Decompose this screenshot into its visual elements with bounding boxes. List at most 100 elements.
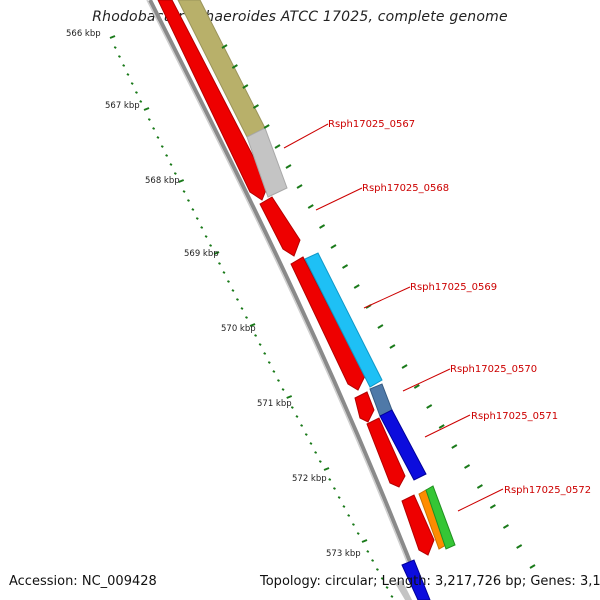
outer-tick xyxy=(489,504,496,509)
inner-tick xyxy=(290,406,294,409)
cds-feature[interactable] xyxy=(366,417,406,488)
cds-feature[interactable] xyxy=(354,391,375,423)
leader-line xyxy=(315,187,363,211)
cds-feature[interactable] xyxy=(259,196,301,257)
inner-tick xyxy=(309,442,313,445)
outer-tick xyxy=(242,84,249,89)
inner-tick xyxy=(356,532,360,535)
inner-tick xyxy=(130,82,134,85)
inner-tick xyxy=(342,505,346,508)
genome-backbone-inner xyxy=(146,0,423,600)
inner-tick xyxy=(187,199,190,202)
cds-feature[interactable] xyxy=(157,0,269,201)
outer-tick xyxy=(413,384,420,389)
inner-tick xyxy=(126,73,130,76)
outer-tick xyxy=(353,284,360,289)
inner-tick xyxy=(191,208,195,211)
outer-tick xyxy=(221,44,228,49)
inner-tick-marks xyxy=(109,35,394,598)
genes-value: 3,156 xyxy=(579,574,600,589)
scale-label: 566 kbp xyxy=(66,29,101,39)
inner-tick xyxy=(371,559,375,562)
inner-tick xyxy=(249,323,256,327)
outer-tick xyxy=(231,64,238,69)
inner-tick xyxy=(254,334,258,337)
feature-cyan[interactable] xyxy=(304,252,383,388)
scale-labels: 566 kbp 567 kbp 568 kbp 569 kbp 570 kbp … xyxy=(66,29,361,559)
scale-label: 573 kbp xyxy=(326,549,361,559)
outer-tick xyxy=(263,124,270,129)
cds-feature[interactable] xyxy=(401,494,435,556)
feature-blue[interactable] xyxy=(379,409,427,481)
outer-tick xyxy=(377,324,384,329)
outer-tick xyxy=(476,484,483,489)
length-label: Length: xyxy=(381,574,431,589)
length-value: 3,217,726 bp xyxy=(435,574,522,589)
inner-tick xyxy=(169,163,173,166)
outer-tick xyxy=(307,204,314,209)
accession-value: NC_009428 xyxy=(81,574,157,589)
gene-label[interactable]: Rsph17025_0567 xyxy=(328,119,415,130)
leader-line xyxy=(363,286,411,309)
inner-tick xyxy=(195,217,199,220)
leader-line xyxy=(424,414,471,438)
leader-line xyxy=(457,488,504,512)
gene-label[interactable]: Rsph17025_0570 xyxy=(450,364,537,375)
inner-tick xyxy=(245,316,248,319)
inner-tick xyxy=(333,487,336,490)
cds-feature[interactable] xyxy=(290,256,366,391)
inner-tick xyxy=(258,343,262,346)
inner-tick xyxy=(143,107,150,111)
inner-tick xyxy=(122,64,126,67)
inner-tick xyxy=(277,379,280,382)
inner-tick xyxy=(117,55,121,58)
inner-tick xyxy=(178,179,185,183)
outer-tick xyxy=(330,244,337,249)
inner-tick xyxy=(286,395,293,399)
inner-tick xyxy=(366,550,370,553)
topology-value: circular xyxy=(324,574,374,589)
accession-info: Accession: NC_009428 xyxy=(9,574,157,589)
inner-tick xyxy=(380,577,384,580)
inner-tick xyxy=(152,127,156,130)
inner-tick xyxy=(375,568,379,571)
scale-label: 570 kbp xyxy=(221,324,256,334)
inner-tick xyxy=(295,415,299,418)
gene-label[interactable]: Rsph17025_0572 xyxy=(504,485,591,496)
scale-label: 571 kbp xyxy=(257,399,292,409)
inner-tick xyxy=(314,451,318,454)
inner-tick xyxy=(209,244,213,247)
scale-label: 569 kbp xyxy=(184,249,219,259)
gene-label[interactable]: Rsph17025_0571 xyxy=(471,411,558,422)
inner-tick xyxy=(182,190,186,193)
outer-tick xyxy=(464,464,471,469)
inner-tick xyxy=(263,352,267,355)
gene-label[interactable]: Rsph17025_0568 xyxy=(362,183,449,194)
inner-tick xyxy=(361,539,368,543)
inner-tick xyxy=(267,361,271,364)
outer-tick xyxy=(252,104,259,109)
inner-tick xyxy=(204,235,208,238)
genes-label: Genes: xyxy=(530,574,576,589)
outer-tick xyxy=(285,164,292,169)
inner-tick xyxy=(272,370,276,373)
outer-tick xyxy=(319,224,326,229)
feature-green[interactable] xyxy=(425,485,456,550)
scale-label: 568 kbp xyxy=(145,176,180,186)
inner-tick xyxy=(236,298,239,301)
feature-grey[interactable] xyxy=(395,580,412,600)
gene-labels: Rsph17025_0567 Rsph17025_0568 Rsph17025_… xyxy=(283,119,591,512)
feature-blue[interactable] xyxy=(401,559,431,600)
outer-tick xyxy=(502,524,509,529)
accession-label: Accession: xyxy=(9,574,78,589)
gene-label[interactable]: Rsph17025_0569 xyxy=(410,282,497,293)
inner-tick xyxy=(300,424,304,427)
feature-grey[interactable] xyxy=(246,127,288,198)
inner-tick xyxy=(213,251,220,255)
inner-tick xyxy=(135,91,138,94)
inner-tick xyxy=(231,289,235,292)
inner-tick xyxy=(227,280,230,283)
outer-tick xyxy=(296,184,303,189)
inner-tick xyxy=(218,262,221,265)
